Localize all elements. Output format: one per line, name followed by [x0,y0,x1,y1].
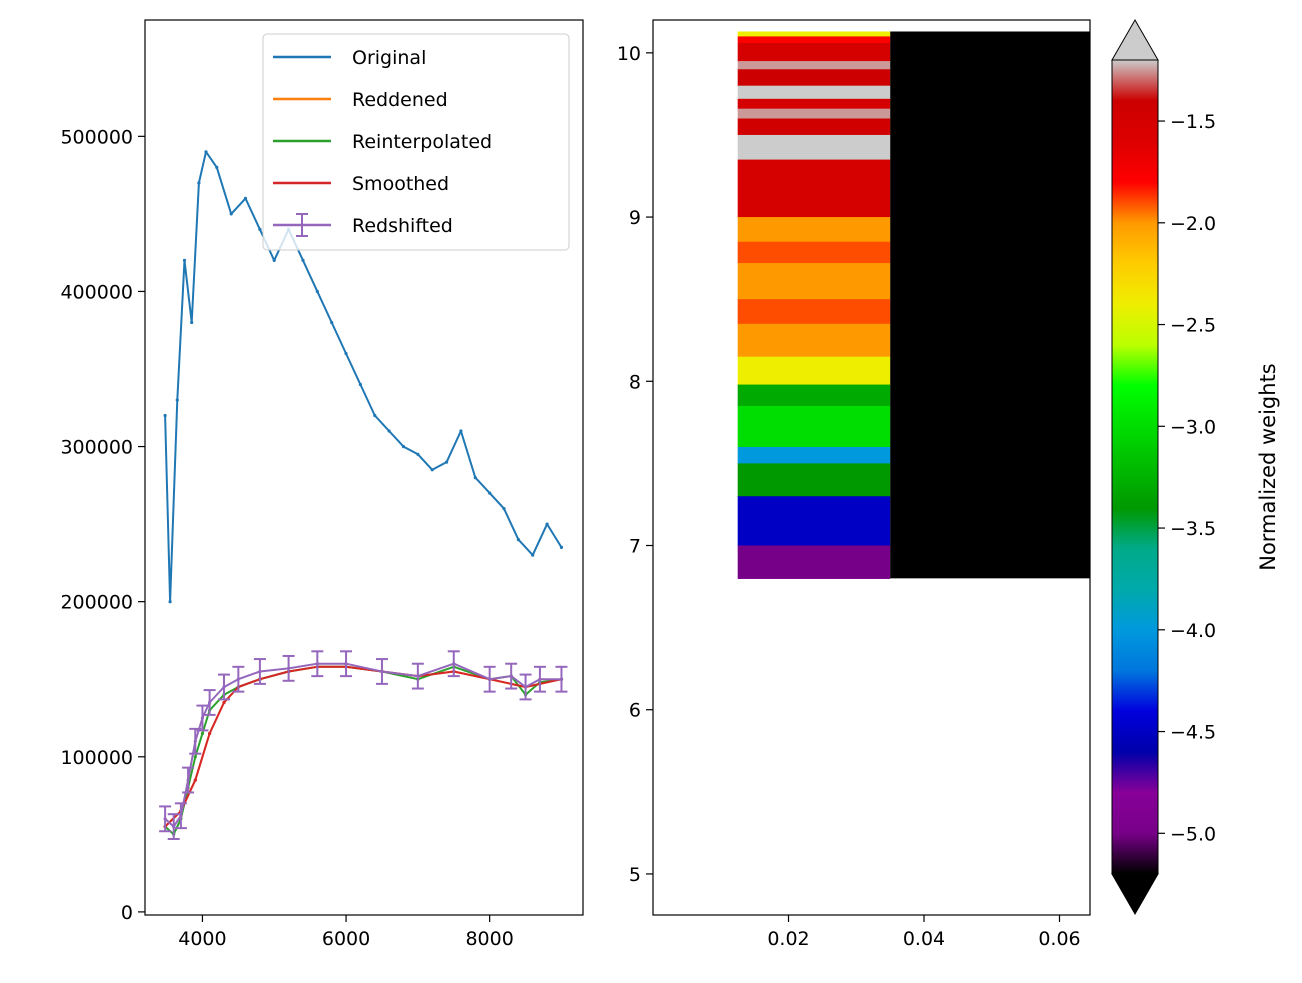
heatmap-cell [738,69,890,86]
y-tick-label: 10 [617,43,641,65]
data-point [488,492,491,495]
heatmap-cell [738,43,890,62]
heatmap-cell [738,86,890,100]
data-point [176,398,179,401]
heatmap-cell [738,385,890,407]
y-tick-label: 7 [629,536,641,558]
y-tick-label: 400000 [60,281,133,303]
heatmap-cell [738,135,890,160]
x-tick-label: 0.06 [1038,928,1080,950]
data-point [546,523,549,526]
data-point [183,259,186,262]
data-point [344,352,347,355]
data-point [502,507,505,510]
heatmap-cell [738,546,890,579]
data-point [208,732,211,735]
colorbar-tick-label: −2.0 [1170,213,1216,235]
data-point [517,538,520,541]
heatmap-cell [738,36,890,43]
data-point [194,779,197,782]
colorbar-tick-label: −5.0 [1170,823,1216,845]
legend-label: Reinterpolated [352,131,492,153]
colorbar-tick-label: −2.5 [1170,315,1216,337]
legend-label: Smoothed [352,173,449,195]
y-tick-label: 100000 [60,747,133,769]
colorbar-label: Normalized weights [1256,363,1280,571]
y-tick-label: 300000 [60,437,133,459]
data-point [258,228,261,231]
data-point [201,732,204,735]
spectrum-legend: Original Reddened Reinterpolated Smoothed Re… [263,34,569,250]
legend-label: Reddened [352,89,448,111]
heatmap-cell [738,324,890,357]
data-point [459,429,462,432]
x-tick-label: 0.02 [767,928,809,950]
heatmap-cell [738,447,890,464]
data-point [445,461,448,464]
data-point [197,181,200,184]
heatmap-cell [738,263,890,300]
data-point [531,554,534,557]
data-point [230,212,233,215]
heatmap-cell [738,406,890,448]
heatmap-cell [738,217,890,242]
data-point [359,383,362,386]
y-tick-label: 9 [629,207,641,229]
data-point [204,150,207,153]
heatmap-cell [738,99,890,109]
y-tick-label: 0 [121,902,133,924]
y-tick-label: 500000 [60,126,133,148]
data-point [416,453,419,456]
data-point [190,321,193,324]
data-point [330,321,333,324]
x-tick-label: 8000 [465,928,513,950]
data-point [560,546,563,549]
data-point [373,414,376,417]
data-point [222,701,225,704]
legend-label: Original [352,47,426,69]
colorbar-tick-label: −3.5 [1170,518,1216,540]
data-point [431,468,434,471]
heatmap-cell [738,299,890,324]
colorbar-tick-label: −3.0 [1170,416,1216,438]
data-point [388,429,391,432]
x-tick-label: 4000 [178,928,226,950]
y-tick-label: 5 [629,864,641,886]
heatmap-cell [738,31,890,37]
data-point [244,197,247,200]
heatmap-cell [738,463,890,496]
y-tick-label: 200000 [60,592,133,614]
colorbar-body [1112,60,1158,874]
x-tick-label: 0.04 [903,928,945,950]
weights-heatmap [738,31,1090,578]
heatmap-cell [738,242,890,264]
data-point [215,166,218,169]
heatmap-cell [738,119,890,136]
legend-label: Redshifted [352,215,453,237]
colorbar-tick-label: −1.5 [1170,111,1216,133]
y-tick-label: 6 [629,700,641,722]
data-point [164,414,167,417]
heatmap-cell [890,31,1090,578]
data-point [273,259,276,262]
data-point [474,476,477,479]
colorbar-tick-label: −4.0 [1170,620,1216,642]
data-point [301,259,304,262]
y-tick-label: 8 [629,371,641,393]
heatmap-cell [738,357,890,386]
heatmap-cell [738,109,890,119]
data-point [169,600,172,603]
heatmap-cell [738,160,890,218]
heatmap-cell [738,496,890,546]
colorbar-tick-label: −4.5 [1170,722,1216,744]
data-point [194,755,197,758]
data-point [316,290,319,293]
data-point [402,445,405,448]
x-tick-label: 6000 [322,928,370,950]
heatmap-cell [738,61,890,70]
